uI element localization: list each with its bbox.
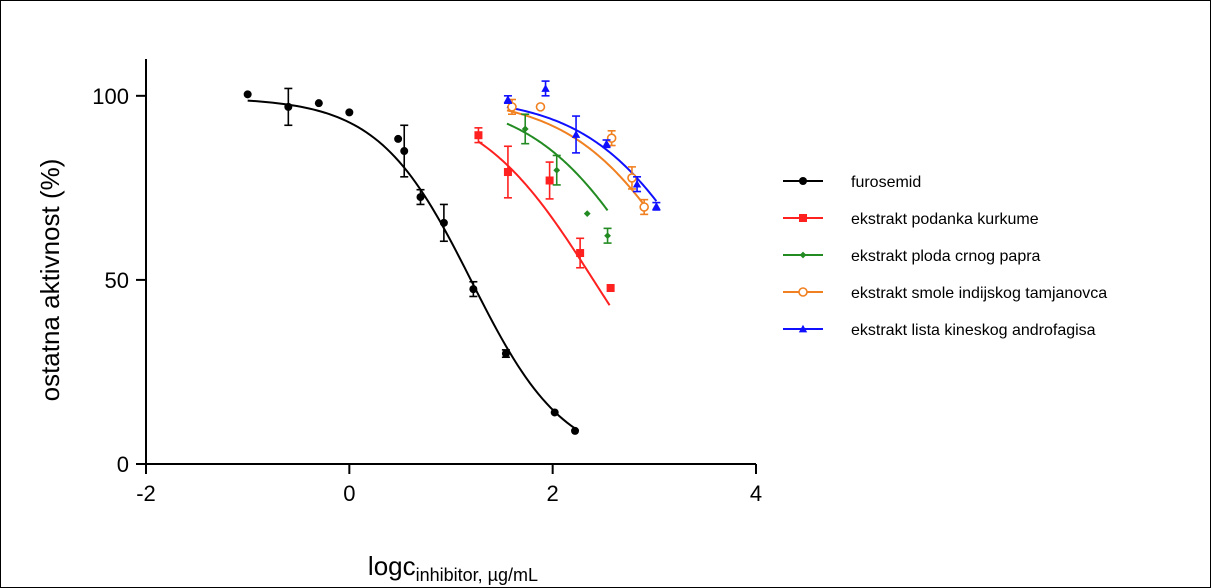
data-point-series-1 xyxy=(474,131,483,140)
data-point-series-4 xyxy=(652,202,661,210)
x-axis-title: logcinhibitor, µg/mL xyxy=(368,551,538,585)
data-point-series-0 xyxy=(345,108,354,117)
legend-label: ekstrakt smole indijskog tamjanovca xyxy=(851,285,1107,302)
data-point-series-4 xyxy=(632,179,642,188)
legend-label: ekstrakt podanka kurkume xyxy=(851,211,1039,228)
x-tick-label: -2 xyxy=(136,481,156,506)
data-point-series-0 xyxy=(416,193,425,202)
y-tick-label: 100 xyxy=(92,84,129,109)
legend-label: ekstrakt ploda crnog papra xyxy=(851,248,1041,265)
data-points xyxy=(243,80,661,435)
legend-marker xyxy=(799,214,807,222)
data-point-series-3 xyxy=(507,102,517,112)
fit-curve-series-0 xyxy=(247,99,576,430)
data-point-series-3 xyxy=(639,202,649,212)
data-point-series-0 xyxy=(550,408,559,417)
legend-marker xyxy=(799,251,807,259)
data-point-series-0 xyxy=(439,218,448,227)
fit-curve-series-1 xyxy=(477,140,611,306)
legend-label: furosemid xyxy=(851,174,921,191)
data-point-series-1 xyxy=(503,168,512,177)
data-point-series-0 xyxy=(571,426,580,435)
axes: -2 0 2 4 0 50 100 xyxy=(92,59,762,506)
data-point-series-3 xyxy=(627,173,637,183)
data-point-series-4 xyxy=(503,95,513,103)
fit-curves xyxy=(247,99,658,430)
data-point-series-2 xyxy=(553,166,561,174)
legend-marker xyxy=(799,177,807,185)
x-tick-label: 2 xyxy=(547,481,559,506)
data-point-series-4 xyxy=(541,84,550,92)
data-point-series-0 xyxy=(394,134,403,143)
x-tick-label: 4 xyxy=(750,481,762,506)
data-point-series-1 xyxy=(606,284,615,293)
data-point-series-1 xyxy=(576,249,585,258)
x-axis-title-main: logc xyxy=(368,551,416,581)
legend-marker xyxy=(798,324,808,333)
data-point-series-1 xyxy=(545,176,554,185)
data-point-series-0 xyxy=(284,102,293,111)
x-axis-title-subscript: inhibitor, µg/mL xyxy=(416,565,538,585)
data-point-series-2 xyxy=(604,232,611,240)
legend-label: ekstrakt lista kineskog androfagisa xyxy=(851,322,1096,339)
data-point-series-0 xyxy=(501,349,510,358)
data-point-series-2 xyxy=(521,125,529,133)
data-point-series-3 xyxy=(606,133,617,143)
data-point-series-4 xyxy=(571,130,581,138)
legend: furosemid ekstrakt podanka kurkume ekstrak… xyxy=(783,174,1107,339)
data-point-series-2 xyxy=(583,210,591,218)
data-point-series-0 xyxy=(314,99,323,108)
y-axis-title: ostatna aktivnost (%) xyxy=(35,159,65,402)
data-point-series-0 xyxy=(400,147,409,156)
x-tick-label: 0 xyxy=(343,481,355,506)
data-point-series-4 xyxy=(602,139,611,148)
data-point-series-3 xyxy=(535,102,546,112)
y-tick-label: 50 xyxy=(105,268,129,293)
y-tick-label: 0 xyxy=(117,452,129,477)
data-point-series-0 xyxy=(469,285,478,294)
data-point-series-0 xyxy=(243,90,252,99)
legend-marker xyxy=(798,287,808,297)
